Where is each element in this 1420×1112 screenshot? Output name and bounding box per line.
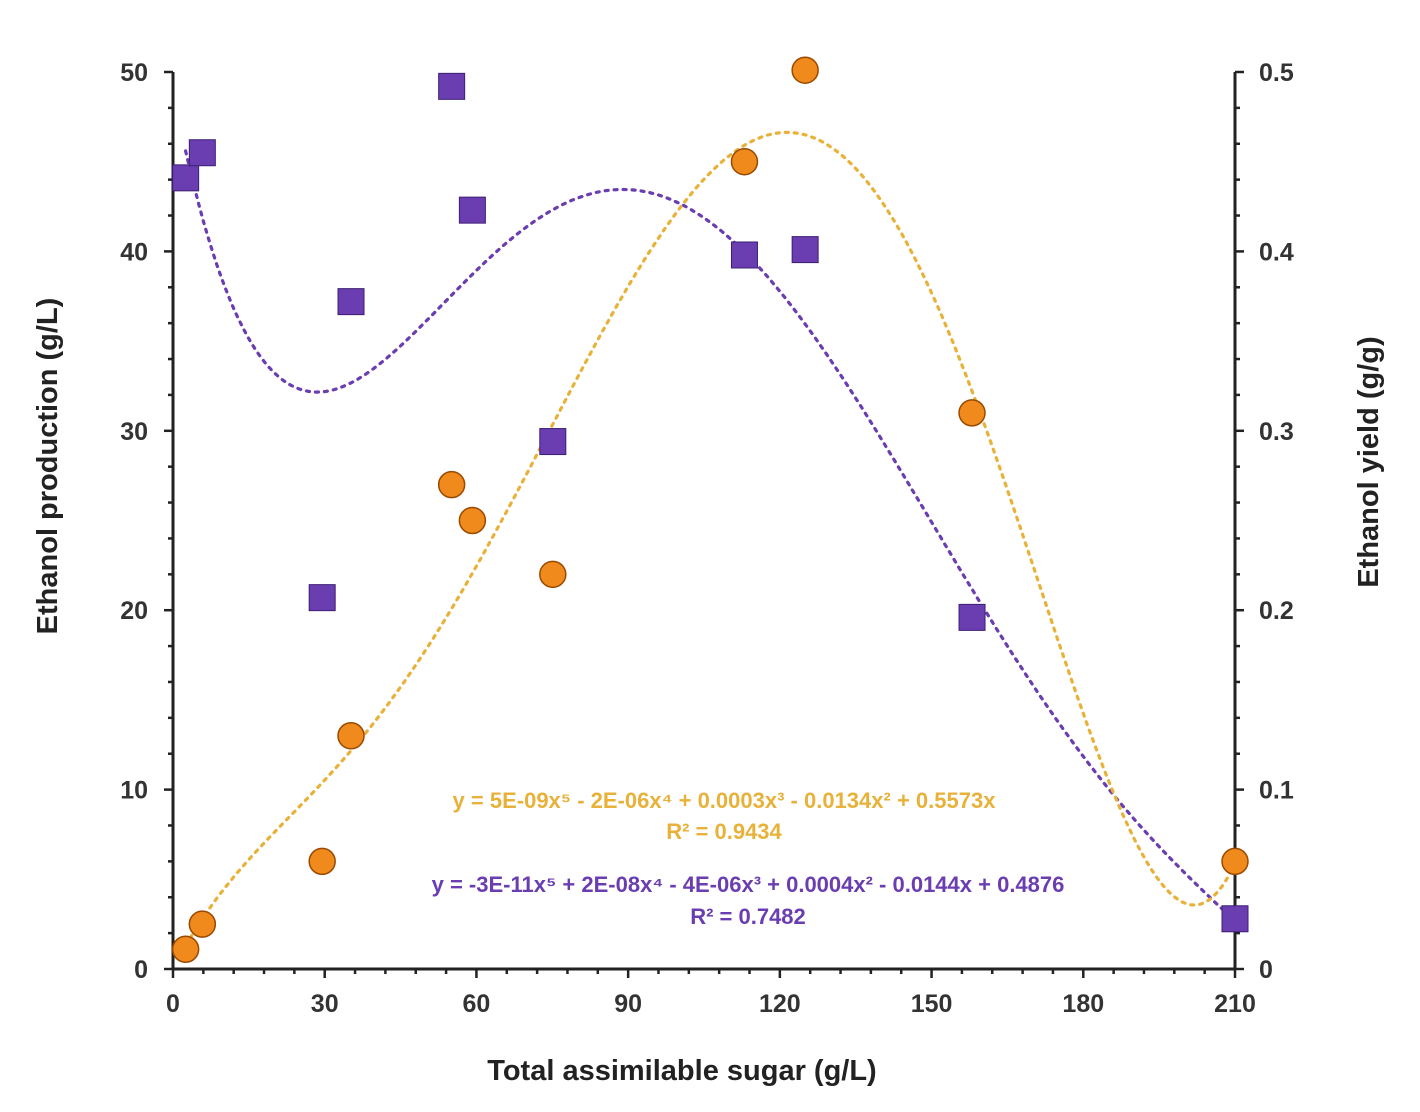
yield-point	[188, 139, 216, 167]
yield-point	[308, 584, 336, 612]
axes	[171, 72, 1237, 971]
y-left-axis-title: Ethanol production (g/L)	[32, 298, 64, 635]
x-tick-label: 150	[911, 990, 953, 1018]
data-marks	[171, 56, 1249, 964]
x-tick-label: 210	[1214, 990, 1256, 1018]
yield-r2: R² = 0.7482	[690, 904, 806, 929]
yield-point	[337, 288, 365, 316]
y-left-tick-label: 10	[120, 777, 148, 805]
production-point	[539, 560, 567, 589]
production-r2: R² = 0.9434	[666, 819, 782, 844]
production-point	[958, 399, 986, 427]
equation-annotations: y = 5E-09x⁵ - 2E-06x⁴ + 0.0003x³ - 0.013…	[432, 788, 1065, 929]
x-tick-label: 180	[1062, 990, 1104, 1018]
y-left-tick-label: 0	[134, 956, 148, 984]
yield-equation: y = -3E-11x⁵ + 2E-08x⁴ - 4E-06x³ + 0.000…	[432, 872, 1065, 897]
y-right-axis-title: Ethanol yield (g/g)	[1353, 336, 1385, 587]
yield-point	[438, 72, 466, 100]
y-right-tick-label: 0.1	[1259, 777, 1294, 805]
yield-trendline	[184, 149, 1237, 923]
yield-point	[458, 196, 486, 224]
axis-ticks: 0 30 60 90 120 150 180 2100102030405000.10.20.3…	[120, 59, 1294, 1018]
y-right-tick-label: 0.3	[1259, 418, 1294, 446]
y-right-tick-label: 0.5	[1259, 59, 1294, 87]
y-left-tick-label: 50	[120, 59, 148, 87]
production-point	[1221, 847, 1249, 876]
y-left-tick-label: 40	[120, 238, 148, 266]
production-point	[791, 56, 819, 84]
production-point	[337, 722, 365, 750]
production-point	[458, 506, 487, 535]
production-point	[171, 935, 200, 964]
yield-point	[1221, 905, 1249, 933]
production-equation: y = 5E-09x⁵ - 2E-06x⁴ + 0.0003x³ - 0.013…	[453, 788, 997, 813]
production-point	[308, 847, 336, 876]
y-left-tick-label: 30	[120, 418, 148, 446]
yield-point	[730, 241, 758, 269]
y-right-tick-label: 0.4	[1259, 238, 1294, 266]
x-tick-label: 60	[463, 990, 491, 1018]
y-right-tick-label: 0.2	[1259, 597, 1294, 625]
yield-point	[791, 236, 819, 264]
production-point	[730, 147, 759, 176]
x-tick-label: 0	[166, 990, 180, 1018]
x-tick-label: 90	[614, 990, 642, 1018]
yield-point	[958, 603, 986, 631]
y-left-tick-label: 20	[120, 597, 148, 625]
yield-point	[172, 164, 200, 192]
production-point	[188, 910, 217, 938]
production-point	[437, 470, 466, 499]
yield-point	[539, 428, 567, 456]
y-right-tick-label: 0	[1259, 956, 1273, 984]
x-tick-label: 120	[759, 990, 801, 1018]
x-tick-label: 30	[311, 990, 339, 1018]
x-axis-title: Total assimilable sugar (g/L)	[487, 1055, 876, 1087]
